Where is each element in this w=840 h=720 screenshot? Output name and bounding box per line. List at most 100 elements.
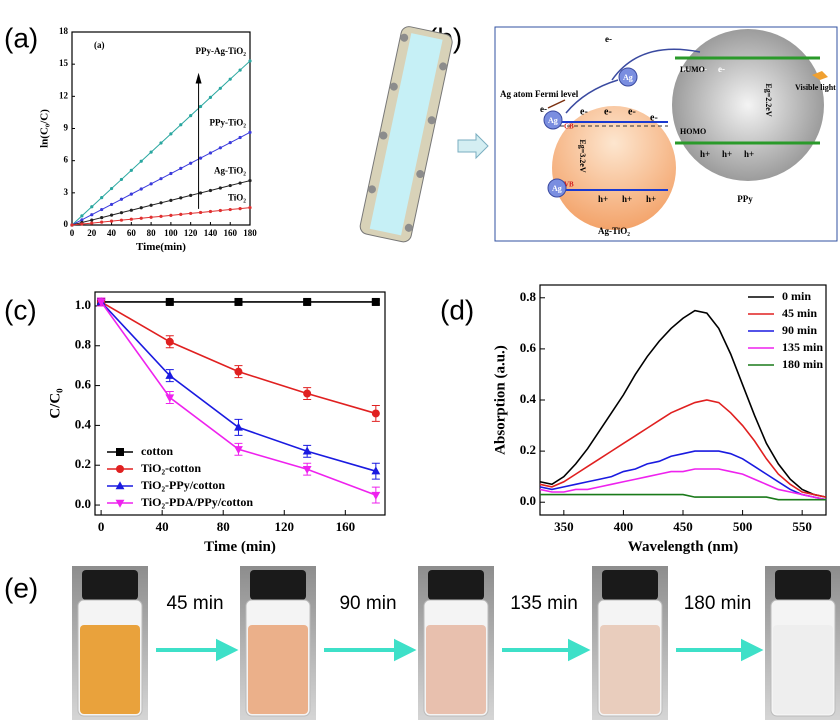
marker: [248, 130, 252, 134]
marker: [303, 297, 312, 306]
x-tick-label: 180: [243, 228, 257, 238]
x-axis-label: Time(min): [136, 241, 186, 253]
x-tick-label: 160: [336, 519, 356, 534]
diagram-label: e-: [700, 64, 707, 74]
marker: [109, 219, 114, 223]
legend-label: 45 min: [782, 306, 817, 320]
vial-cap: [428, 570, 484, 600]
marker: [90, 218, 94, 222]
x-tick-label: 120: [184, 228, 198, 238]
vial-cap: [250, 570, 306, 600]
legend-label: 180 min: [782, 357, 823, 371]
marker: [159, 201, 163, 205]
vial-liquid: [600, 625, 660, 714]
y-tick-label: 12: [59, 90, 69, 100]
series-label: PPy-Ag-TiO₂: [195, 46, 246, 56]
marker: [169, 198, 173, 202]
vial-cap: [602, 570, 658, 600]
marker: [218, 146, 222, 150]
flow-arrow: [457, 132, 489, 160]
diagram-label: Eg=3.2eV: [578, 139, 587, 172]
diagram-label: Ag-TiO₂: [598, 226, 630, 236]
marker: [302, 466, 312, 475]
marker: [234, 446, 243, 455]
y-tick-label: 0.4: [75, 416, 92, 431]
plot-frame: [94, 291, 386, 516]
x-tick-label: 140: [204, 228, 218, 238]
panel-label: (a): [4, 22, 38, 53]
marker: [139, 216, 143, 220]
marker: [371, 491, 381, 500]
x-tick-label: 350: [554, 519, 574, 534]
marker: [371, 409, 380, 418]
marker: [129, 217, 133, 221]
x-tick-label: 550: [792, 519, 812, 534]
x-tick-label: 120: [275, 519, 295, 534]
x-tick-label: 80: [147, 228, 157, 238]
y-tick-label: 3: [64, 187, 69, 197]
marker: [169, 132, 173, 136]
y-tick-label: 0.0: [520, 493, 536, 508]
vial-cap: [82, 570, 138, 600]
plot-frame: [71, 31, 251, 226]
y-tick-label: 0.2: [520, 442, 536, 457]
y-axis-label: Absorption (a.u.): [492, 345, 508, 455]
photo-sequence: 45 min 90 min 135 min 180 min: [72, 566, 840, 720]
x-axis-label: Wavelength (nm): [628, 539, 738, 555]
vial-liquid: [773, 625, 833, 714]
series-line: [540, 493, 826, 501]
diagram-label: e-: [682, 64, 689, 74]
diagram-label: h+: [646, 194, 656, 204]
marker: [80, 222, 84, 226]
panel-label: (d): [440, 294, 474, 325]
marker: [198, 191, 203, 195]
marker: [248, 206, 252, 210]
marker: [115, 499, 125, 508]
diagram-label: e-: [650, 112, 658, 123]
marker: [116, 465, 124, 473]
diagram-label: e-: [540, 104, 547, 114]
marker: [238, 206, 242, 211]
step-label: 90 min: [339, 593, 396, 614]
diagram-label: Ag: [548, 116, 558, 125]
series-line: [539, 468, 827, 501]
x-tick-label: 60: [127, 228, 137, 238]
diagram-label: Visible light: [795, 83, 836, 92]
marker: [80, 214, 84, 218]
vial-liquid: [80, 625, 140, 714]
marker: [234, 367, 243, 376]
marker: [109, 202, 114, 207]
legend-label: TiO₂-PDA/PPy/cotton: [141, 495, 253, 509]
y-axis-label: C/C₀: [47, 388, 63, 419]
marker: [165, 297, 174, 306]
marker: [109, 213, 114, 217]
y-tick-label: 0.8: [520, 289, 537, 304]
diagram-label: VB: [564, 181, 574, 189]
series-line: [539, 399, 827, 498]
marker: [109, 186, 114, 191]
marker: [238, 68, 242, 72]
y-tick-label: 6: [64, 155, 69, 165]
x-tick-label: 20: [87, 228, 97, 238]
particles: [367, 33, 448, 232]
marker: [169, 171, 173, 176]
series-label: Ag-TiO₂: [214, 166, 246, 176]
marker: [90, 213, 94, 217]
step-arrow: [156, 638, 239, 662]
step-arrow: [502, 638, 591, 662]
marker: [248, 179, 252, 183]
x-tick-label: 0: [98, 519, 105, 534]
marker: [198, 210, 203, 215]
mechanism-diagram: Ag atom Fermi levele-e-e-e-e-e-e-e-e-AgA…: [494, 26, 838, 242]
marker: [165, 337, 174, 346]
marker: [115, 481, 125, 490]
marker: [159, 177, 163, 181]
marker: [371, 466, 381, 475]
y-tick-label: 0.0: [75, 496, 91, 511]
y-tick-label: 0.2: [75, 456, 91, 471]
series-label: PPy-TiO₂: [209, 117, 246, 127]
y-tick-label: 0.4: [520, 391, 537, 406]
diagram-label: Ag: [623, 73, 633, 82]
panel-label: (e): [4, 572, 38, 603]
marker: [100, 196, 104, 200]
